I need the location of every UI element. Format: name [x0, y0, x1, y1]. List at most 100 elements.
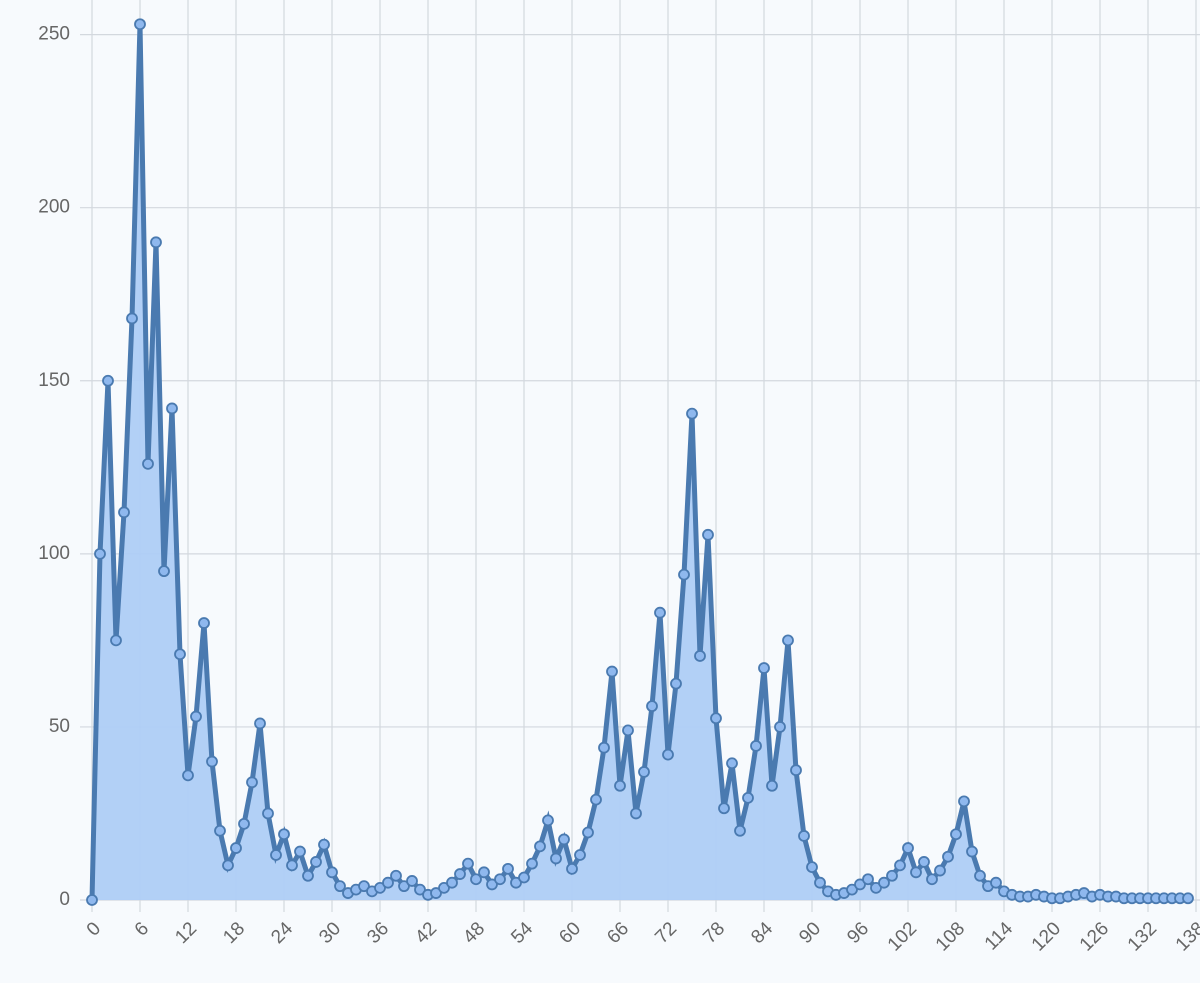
point: [958, 795, 970, 808]
point: [206, 755, 218, 768]
x-tick-label: 96: [843, 918, 873, 948]
point: [190, 710, 202, 723]
point: [494, 873, 506, 886]
point: [382, 876, 394, 889]
y-tick-label: 100: [38, 543, 70, 564]
point: [926, 873, 938, 886]
point: [246, 776, 258, 789]
point: [630, 807, 642, 820]
x-tick-label: 120: [1028, 918, 1065, 955]
point: [102, 374, 114, 387]
point: [782, 634, 794, 647]
x-tick-label: 102: [884, 918, 921, 955]
point: [390, 869, 402, 882]
point: [798, 830, 810, 842]
point: [718, 802, 730, 815]
point: [134, 18, 146, 31]
point: [166, 402, 178, 415]
point: [270, 849, 282, 861]
point: [814, 876, 826, 889]
point: [326, 866, 338, 879]
point: [910, 866, 922, 879]
point: [870, 881, 882, 894]
point: [942, 850, 954, 863]
point: [758, 662, 770, 674]
point: [478, 866, 490, 879]
point: [558, 833, 570, 846]
point: [646, 700, 658, 713]
x-tick-label: 126: [1076, 918, 1113, 955]
point: [990, 876, 1002, 889]
point: [686, 407, 698, 420]
point: [854, 878, 866, 891]
point: [158, 565, 170, 578]
x-tick-label: 60: [555, 918, 585, 948]
point: [702, 528, 714, 541]
x-tick-label: 132: [1124, 918, 1161, 955]
point: [534, 840, 546, 853]
point: [894, 859, 906, 872]
x-tick-label: 18: [219, 918, 249, 948]
point: [430, 887, 442, 899]
point: [934, 864, 946, 877]
point: [302, 869, 314, 882]
point: [254, 717, 266, 730]
y-tick-label: 150: [38, 370, 70, 391]
point: [454, 868, 466, 880]
x-tick-label: 12: [171, 918, 201, 948]
point: [750, 740, 762, 752]
point: [806, 861, 818, 874]
point: [566, 862, 578, 875]
point: [598, 741, 610, 754]
x-tick-label: 90: [795, 918, 825, 948]
point: [654, 606, 666, 619]
point: [886, 869, 898, 882]
point: [774, 721, 786, 733]
point: [510, 876, 522, 889]
point: [710, 712, 722, 725]
area: [92, 24, 1188, 900]
point: [526, 857, 538, 870]
point: [974, 869, 986, 882]
point: [694, 650, 706, 662]
point: [94, 547, 106, 560]
point: [310, 856, 322, 868]
y-tick-label: 0: [59, 889, 70, 910]
x-tick-label: 30: [315, 918, 345, 948]
point: [670, 677, 682, 690]
point: [542, 814, 554, 827]
point: [662, 748, 674, 761]
y-tick-label: 250: [38, 24, 70, 45]
x-tick-label: 48: [459, 918, 489, 948]
point: [638, 766, 650, 778]
point: [406, 875, 418, 887]
point: [614, 779, 626, 792]
point: [414, 883, 426, 896]
point: [502, 862, 514, 875]
point: [150, 236, 162, 249]
point: [622, 724, 634, 737]
point: [142, 457, 154, 470]
point: [278, 828, 290, 841]
point: [86, 894, 98, 906]
x-tick-label: 0: [83, 918, 105, 940]
x-tick-label: 42: [411, 918, 441, 948]
point: [334, 880, 346, 893]
point: [438, 881, 450, 894]
point: [950, 828, 962, 841]
point: [230, 842, 242, 854]
x-tick-label: 24: [267, 918, 297, 948]
point: [262, 807, 274, 820]
point: [462, 857, 474, 870]
point: [294, 845, 306, 858]
point: [214, 824, 226, 837]
point: [486, 878, 498, 891]
x-tick-label: 54: [507, 918, 537, 948]
point: [550, 852, 562, 865]
x-tick-label: 6: [131, 918, 153, 940]
point: [678, 568, 690, 581]
point: [374, 881, 386, 894]
point: [902, 842, 914, 854]
point: [1182, 892, 1194, 905]
x-tick-label: 72: [651, 918, 681, 948]
